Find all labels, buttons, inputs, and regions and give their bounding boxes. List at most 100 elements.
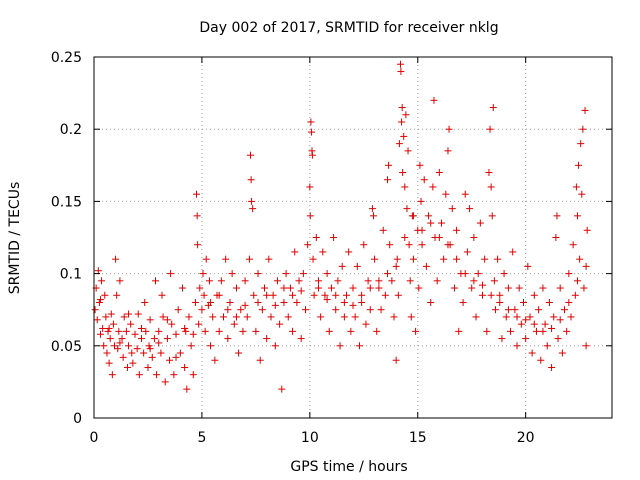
data-point	[417, 197, 425, 205]
data-point	[396, 60, 404, 68]
data-point	[474, 270, 482, 278]
data-point	[567, 313, 575, 321]
data-point	[95, 298, 103, 306]
data-point	[249, 205, 257, 213]
data-point	[343, 291, 351, 299]
data-point	[256, 356, 264, 364]
data-point	[522, 335, 530, 343]
data-point	[433, 277, 441, 285]
data-point	[406, 277, 414, 285]
data-point	[140, 349, 148, 357]
data-point	[532, 327, 540, 335]
axis-ticks: 0 5 10 15 20 0 0.05 0.1 0.15 0.2 0.25	[51, 50, 612, 446]
data-point	[306, 183, 314, 191]
data-point	[228, 270, 236, 278]
data-point	[222, 255, 230, 263]
data-point	[217, 277, 225, 285]
data-point	[258, 306, 266, 314]
data-point	[392, 356, 400, 364]
data-point	[535, 306, 543, 314]
data-point	[327, 284, 335, 292]
data-point	[466, 205, 474, 213]
data-point	[358, 298, 366, 306]
data-point	[102, 313, 110, 321]
data-point	[543, 342, 551, 350]
data-point	[308, 151, 316, 159]
data-point	[548, 363, 556, 371]
data-point	[437, 219, 445, 227]
data-point	[276, 320, 284, 328]
data-point	[282, 270, 290, 278]
data-point	[487, 291, 495, 299]
chart-title: Day 002 of 2017, SRMTID for receiver nkl…	[199, 20, 498, 36]
data-point	[450, 284, 458, 292]
data-point	[554, 335, 562, 343]
data-point	[332, 306, 340, 314]
data-point	[163, 316, 171, 324]
data-point	[494, 255, 502, 263]
data-point	[472, 313, 480, 321]
x-axis-label: GPS time / hours	[290, 459, 407, 475]
data-point	[278, 385, 286, 393]
data-point	[232, 313, 240, 321]
data-point	[166, 356, 174, 364]
data-point	[98, 277, 106, 285]
data-point	[412, 327, 420, 335]
data-point	[481, 255, 489, 263]
data-point	[120, 313, 128, 321]
data-point	[368, 205, 376, 213]
data-point	[280, 298, 288, 306]
data-point	[545, 298, 553, 306]
data-point	[137, 335, 145, 343]
data-point	[271, 342, 279, 350]
data-point	[141, 298, 149, 306]
data-point	[483, 327, 491, 335]
data-point	[358, 291, 366, 299]
data-point	[235, 349, 243, 357]
data-point	[577, 140, 585, 148]
data-point	[340, 298, 348, 306]
data-point	[548, 324, 556, 332]
data-point	[476, 219, 484, 227]
data-point	[112, 255, 120, 263]
data-point	[403, 205, 411, 213]
data-point	[353, 262, 361, 270]
data-point	[185, 313, 193, 321]
x-tick-label: 0	[90, 430, 99, 446]
data-point	[556, 284, 564, 292]
data-point	[409, 212, 417, 220]
data-point	[347, 327, 355, 335]
data-point	[524, 262, 532, 270]
data-point	[280, 284, 288, 292]
data-point	[323, 296, 331, 304]
data-point	[163, 335, 171, 343]
data-point	[576, 255, 584, 263]
data-point	[330, 234, 338, 241]
data-point	[381, 291, 389, 299]
data-point	[158, 291, 166, 299]
data-point	[291, 248, 299, 256]
data-point	[553, 212, 561, 220]
data-point	[116, 277, 124, 285]
data-point	[496, 291, 504, 299]
data-point	[397, 67, 405, 75]
data-point	[116, 339, 124, 347]
data-point	[366, 306, 374, 314]
data-point	[502, 313, 510, 321]
x-tick-label: 5	[197, 430, 206, 446]
data-point	[360, 241, 368, 249]
data-point	[224, 306, 232, 314]
data-point	[181, 324, 189, 332]
data-point	[314, 284, 322, 292]
data-point	[196, 284, 204, 292]
data-point	[207, 298, 215, 306]
data-point	[349, 301, 357, 309]
data-point	[362, 320, 370, 328]
data-point	[537, 356, 545, 364]
data-point	[131, 330, 139, 338]
data-point	[145, 342, 153, 350]
data-point	[146, 316, 154, 324]
data-point	[155, 339, 163, 347]
data-point	[202, 255, 210, 263]
data-point	[565, 298, 573, 306]
